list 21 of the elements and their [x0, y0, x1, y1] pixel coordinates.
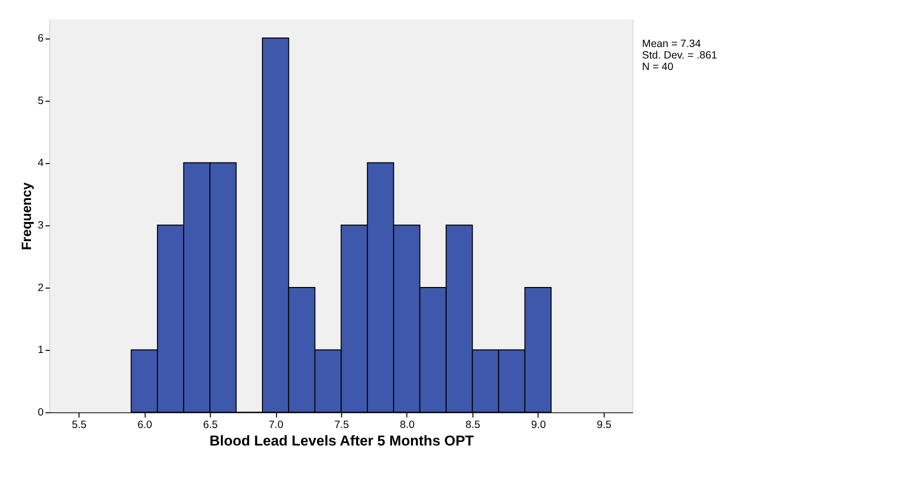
x-tick-label: 7.0: [268, 419, 284, 432]
text: Mean = 7.34: [642, 38, 702, 50]
y-tick-label: 2: [38, 282, 44, 294]
y-tick-label: 3: [38, 219, 44, 232]
x-tick-label: 8.5: [466, 419, 480, 432]
x-tick-label: 7.5: [334, 419, 350, 432]
x-tick-label: 5.5: [72, 419, 87, 432]
y-tick-label: 0: [38, 406, 44, 419]
x-tick-label: 6.5: [203, 419, 218, 432]
x-tick-label: 6.0: [137, 419, 152, 432]
x-axis-title: Blood Lead Levels After 5 Months OPT: [209, 433, 474, 450]
y-tick-label: 6: [38, 32, 44, 44]
x-tick-label: 9.5: [596, 419, 612, 432]
x-tick-label: 8.0: [400, 419, 415, 432]
y-tick-label: 1: [38, 344, 44, 356]
x-tick-label: 9.0: [531, 419, 546, 432]
text: Std. Dev. = .861: [642, 50, 718, 62]
y-axis-title: Frequency: [19, 182, 34, 250]
y-tick-label: 5: [38, 94, 44, 107]
y-tick-label: 4: [38, 157, 44, 170]
text: N = 40: [642, 61, 674, 74]
